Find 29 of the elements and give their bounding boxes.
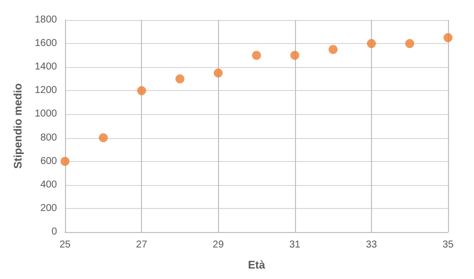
y-tick-label: 800 xyxy=(40,132,58,144)
y-tick-label: 600 xyxy=(40,156,58,167)
x-tick-label: 33 xyxy=(366,240,378,250)
point xyxy=(328,44,338,54)
y-tick-label: 1200 xyxy=(34,85,58,96)
y-tick-label: 200 xyxy=(40,202,58,214)
y-tick-label: 1600 xyxy=(34,38,58,50)
point xyxy=(405,39,414,48)
y-tick-label: 1400 xyxy=(34,62,58,73)
y-tick-label: 400 xyxy=(40,179,58,190)
point xyxy=(60,156,70,166)
y-tick-label: 1800 xyxy=(34,14,58,26)
y-axis-title: Stipendio medio xyxy=(12,82,24,169)
y-tick-label: 0 xyxy=(51,226,58,238)
point xyxy=(290,50,300,60)
x-tick-label: 29 xyxy=(212,240,224,250)
point xyxy=(137,86,146,96)
x-axis-title: Età xyxy=(248,260,266,272)
point xyxy=(175,74,184,84)
x-tick-label: 35 xyxy=(442,240,454,250)
x-tick-label: 27 xyxy=(136,240,148,250)
point xyxy=(252,50,261,60)
point xyxy=(444,33,452,42)
point xyxy=(98,133,108,142)
x-tick-label: 25 xyxy=(59,240,71,250)
point xyxy=(366,39,376,48)
x-tick-label: 31 xyxy=(289,240,301,250)
point xyxy=(214,68,223,78)
y-tick-label: 1000 xyxy=(34,108,58,120)
